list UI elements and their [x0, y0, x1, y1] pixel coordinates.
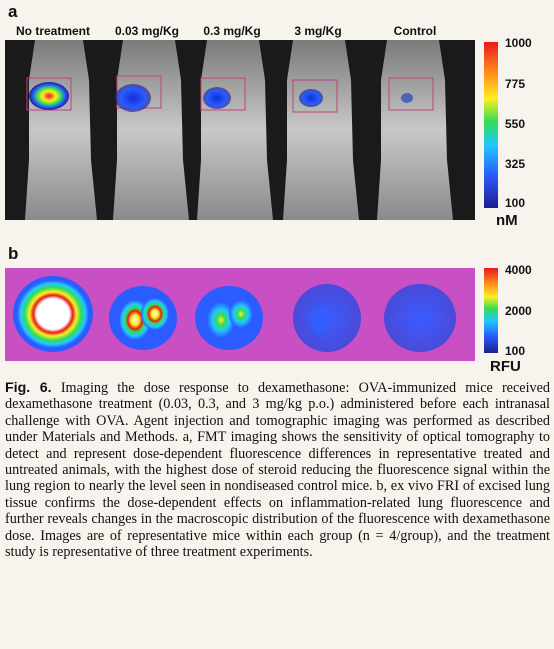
- mouse-0-3: [197, 40, 273, 220]
- colorbar-b-unit: RFU: [490, 358, 521, 375]
- colorbar-b-tick-2000: 2000: [505, 304, 532, 318]
- colorbar-a-tick-1000: 1000: [505, 36, 532, 50]
- colorbar-b-tick-100: 100: [505, 344, 526, 358]
- group-label-0-3: 0.3 mg/Kg: [203, 24, 261, 38]
- mouse-0-03: [113, 40, 189, 220]
- mouse-3: [283, 40, 359, 220]
- colorbar-b-tick-4000: 4000: [505, 263, 532, 277]
- figure-caption: Fig. 6. Imaging the dose response to dex…: [5, 380, 550, 560]
- panel-a-label: a: [8, 2, 18, 21]
- colorbar-a: [484, 42, 498, 208]
- lung-control: [384, 284, 456, 352]
- mouse-no-treatment: [25, 40, 97, 220]
- lung-0-03: [109, 286, 177, 350]
- fmt-mouse-images: [5, 40, 475, 220]
- mouse-control: [377, 40, 453, 220]
- group-label-no-treatment: No treatment: [15, 24, 91, 38]
- colorbar-a-tick-100: 100: [505, 196, 526, 210]
- group-label-0-03: 0.03 mg/Kg: [114, 24, 180, 38]
- group-label-control: Control: [393, 24, 437, 38]
- group-label-3: 3 mg/Kg: [294, 24, 342, 38]
- colorbar-a-tick-325: 325: [505, 157, 526, 171]
- colorbar-b: [484, 268, 498, 353]
- figure-label: Fig. 6.: [5, 380, 52, 396]
- colorbar-a-tick-550: 550: [505, 117, 526, 131]
- panel-b-label: b: [8, 244, 19, 263]
- fri-lung-images: [5, 268, 475, 361]
- lung-0-3: [195, 286, 263, 350]
- caption-text: Imaging the dose response to dexamethaso…: [5, 380, 551, 561]
- lung-3: [293, 284, 361, 352]
- lung-no-treatment: [13, 276, 93, 352]
- colorbar-a-unit: nM: [496, 212, 518, 229]
- colorbar-a-tick-775: 775: [505, 77, 526, 91]
